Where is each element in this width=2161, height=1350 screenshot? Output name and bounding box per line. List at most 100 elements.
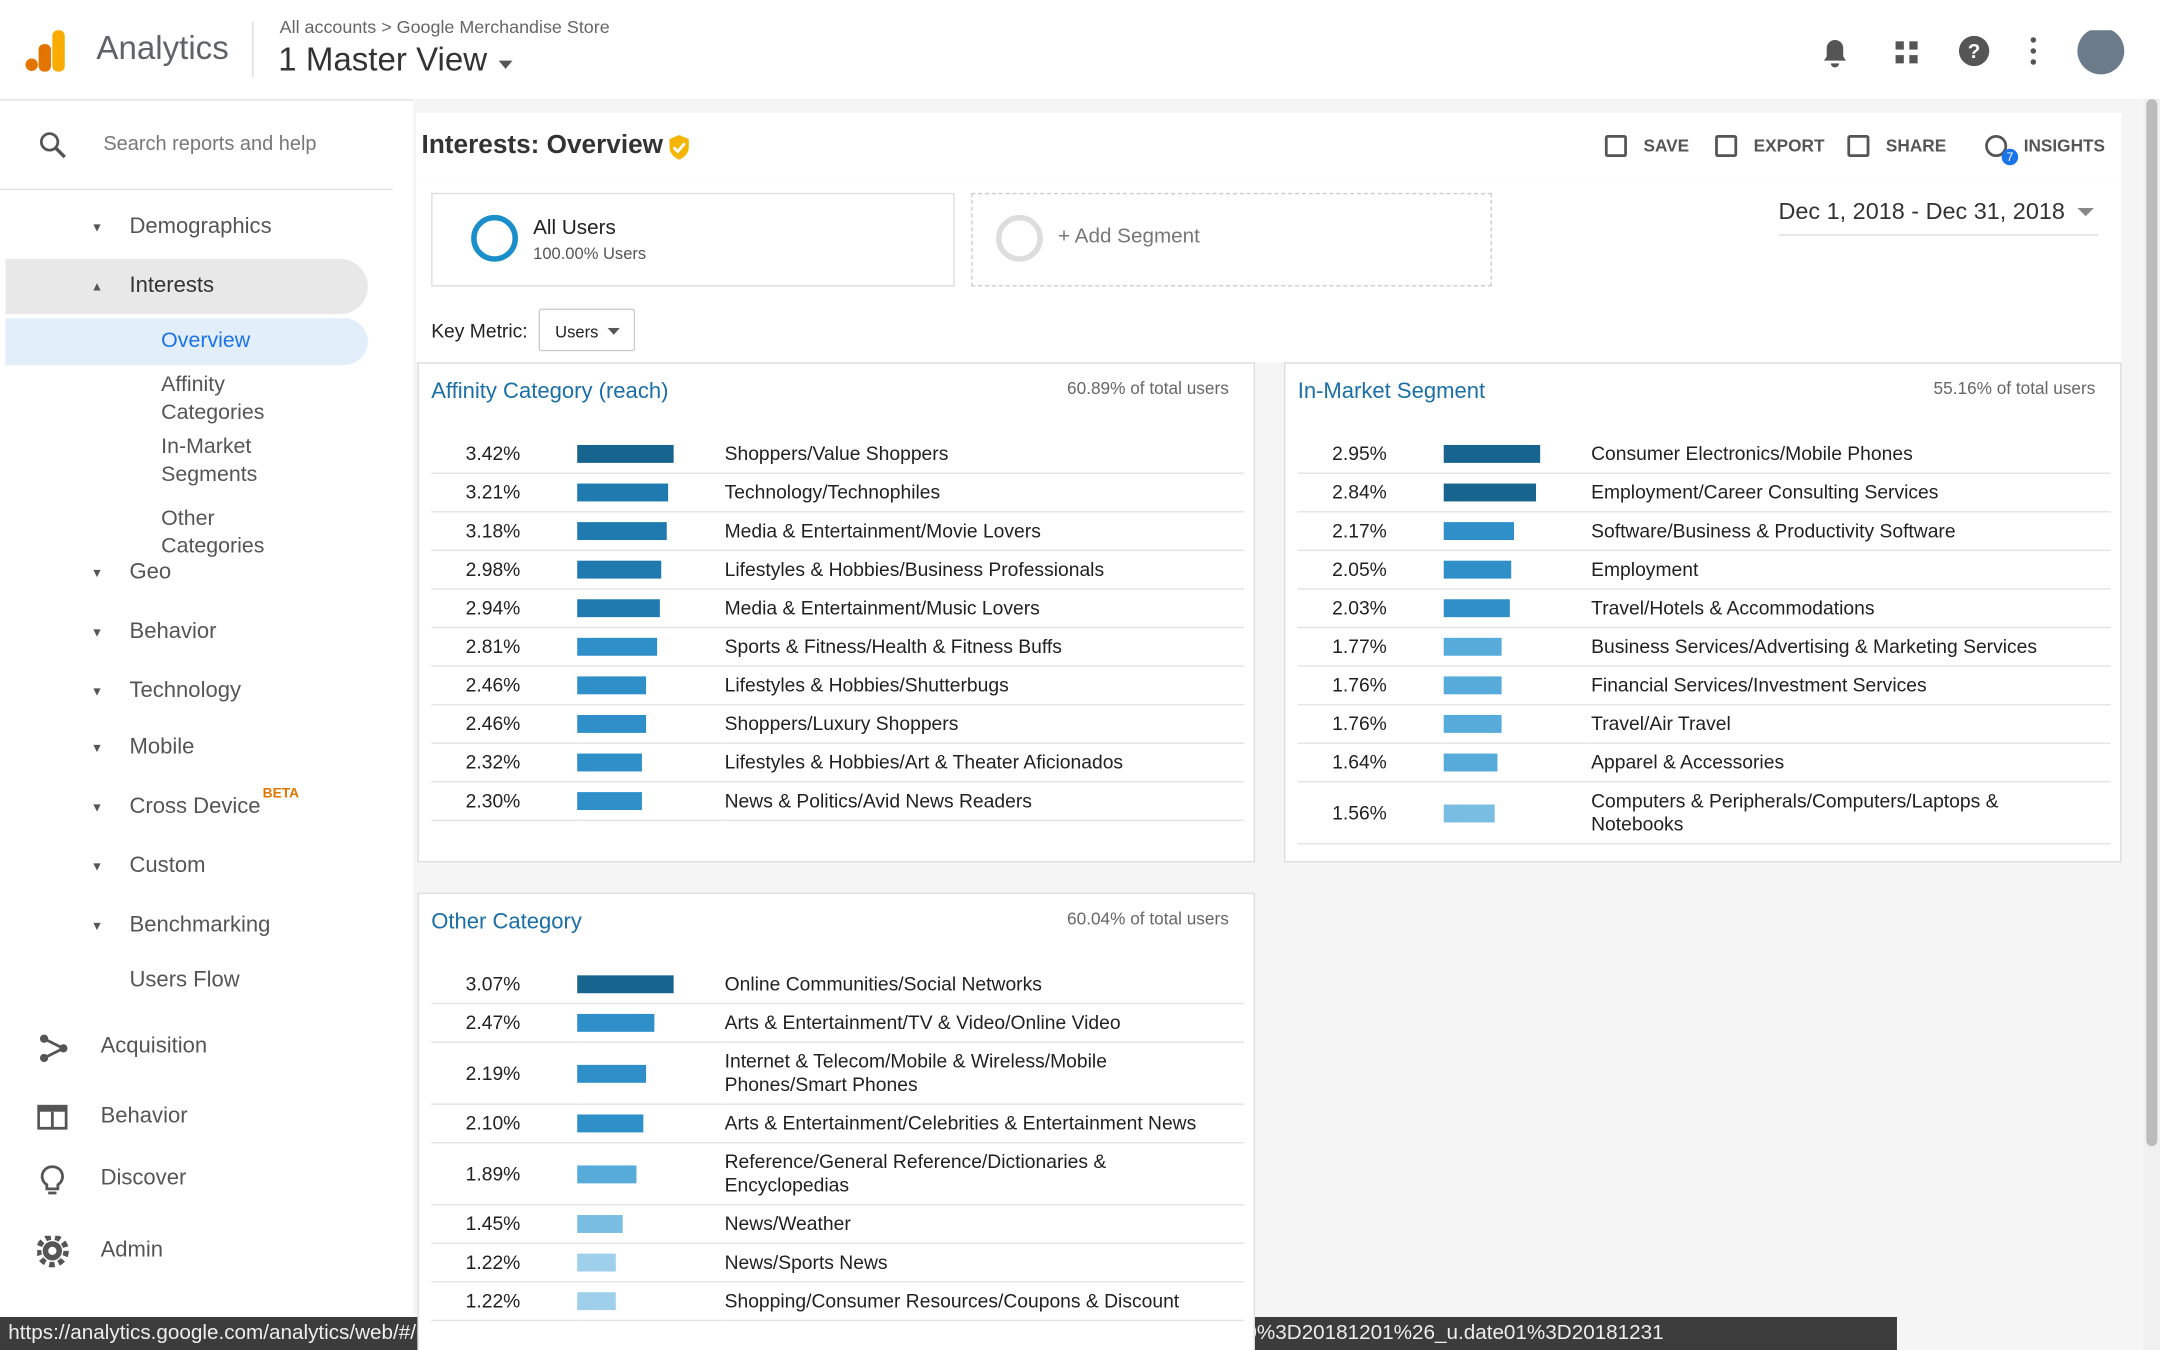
category-name[interactable]: Consumer Electronics/Mobile Phones	[1591, 435, 2111, 474]
panel: Other Category 60.04% of total users 3.07%…	[417, 892, 1255, 1350]
bar	[577, 975, 674, 994]
nav-item[interactable]: Behavior	[129, 619, 217, 644]
bar-cell	[1443, 473, 1592, 513]
apps[interactable]	[1895, 41, 1918, 64]
action-icon	[1847, 135, 1870, 158]
segment[interactable]	[431, 192, 955, 287]
breadcrumb-item[interactable]: Google Merchandise Store	[396, 16, 610, 38]
category-name[interactable]: Software/Business & Productivity Softwar…	[1591, 511, 2111, 552]
bar	[1443, 714, 1502, 733]
action-button[interactable]: SAVE	[1643, 136, 1690, 156]
category-name[interactable]: Business Services/Advertising & Marketin…	[1591, 627, 2111, 667]
scroll-thumb[interactable]	[2146, 99, 2158, 1147]
value-label: 2.46%	[431, 666, 578, 706]
category-name[interactable]: Lifestyles & Hobbies/Business Profession…	[724, 550, 1244, 590]
category-name[interactable]: Arts & Entertainment/TV & Video/Online V…	[724, 1003, 1244, 1043]
section-item[interactable]: Admin	[100, 1238, 164, 1262]
nav-item[interactable]: Geo	[129, 560, 172, 585]
nav-item[interactable]: Affinity Categories	[161, 373, 265, 425]
nav-item[interactable]: Interests	[129, 274, 215, 298]
category-name[interactable]: Lifestyles & Hobbies/Shutterbugs	[724, 666, 1244, 706]
icon	[35, 1234, 69, 1268]
bar-cell	[577, 1104, 725, 1144]
category-name[interactable]: Computers & Peripherals/Computers/Laptop…	[1591, 781, 2111, 845]
category-name[interactable]: Sports & Fitness/Health & Fitness Buffs	[724, 627, 1244, 667]
nav-item[interactable]: Benchmarking	[129, 913, 271, 937]
nav-item[interactable]: Cross Device BETA	[129, 786, 300, 819]
category-name[interactable]: News/Sports News	[724, 1243, 1244, 1283]
row: 1.22% Shopping/Consumer Resources/Coupons…	[431, 1281, 1244, 1322]
nav-item[interactable]: Overview	[161, 329, 251, 353]
value-label: 2.05%	[1297, 550, 1444, 590]
category-name[interactable]: Online Communities/Social Networks	[724, 965, 1244, 1005]
avatar[interactable]	[2077, 30, 2125, 75]
notifications[interactable]	[1823, 39, 1846, 68]
report-title: Interests: Overview	[421, 130, 664, 160]
category-name[interactable]: Lifestyles & Hobbies/Art & Theater Afici…	[724, 743, 1244, 783]
panel-title[interactable]: Affinity Category (reach)	[431, 380, 669, 404]
action-button[interactable]: SHARE	[1885, 136, 1947, 156]
nav-item[interactable]: Technology	[129, 679, 242, 703]
search-icon	[39, 132, 66, 159]
bar	[1443, 522, 1515, 541]
category-name[interactable]: Shoppers/Luxury Shoppers	[724, 704, 1244, 744]
category-name[interactable]: Travel/Hotels & Accommodations	[1591, 588, 2111, 629]
action-button[interactable]: EXPORT	[1753, 136, 1825, 156]
bar	[577, 637, 657, 656]
value-label: 1.77%	[1297, 627, 1444, 667]
category-name[interactable]: News/Weather	[724, 1204, 1244, 1244]
help[interactable]	[1958, 35, 1990, 67]
category-name[interactable]: News & Politics/Avid News Readers	[724, 781, 1244, 822]
category-name[interactable]: Travel/Air Travel	[1591, 704, 2111, 744]
panel-table: 3.42% Shoppers/Value Shoppers 3.21% Technol…	[431, 435, 1244, 822]
nav-item[interactable]: Demographics	[129, 214, 272, 239]
category-name[interactable]: Shoppers/Value Shoppers	[724, 435, 1244, 474]
bar-cell	[577, 1204, 725, 1244]
nav-item[interactable]: Users Flow	[129, 968, 240, 992]
panel-title[interactable]: In-Market Segment	[1297, 380, 1486, 404]
row: 1.45% News/Weather	[431, 1204, 1244, 1244]
category-name[interactable]: Arts & Entertainment/Celebrities & Enter…	[724, 1104, 1244, 1144]
nav-item[interactable]: In-Market Segments	[161, 435, 258, 487]
action-button[interactable]: INSIGHTS	[2023, 136, 2106, 156]
section-item[interactable]: Discover	[100, 1166, 187, 1191]
search-box[interactable]: Search reports and help	[103, 133, 317, 156]
nav-arrow: ▼	[90, 741, 104, 755]
action-icon	[1604, 135, 1627, 158]
key-metric-select[interactable]: Users	[538, 308, 636, 352]
category-name[interactable]: Internet & Telecom/Mobile & Wireless/Mob…	[724, 1042, 1244, 1105]
category-name[interactable]: Financial Services/Investment Services	[1591, 666, 2111, 706]
row: 3.18% Media & Entertainment/Movie Lovers	[431, 511, 1244, 552]
section-item[interactable]: Acquisition	[100, 1034, 208, 1058]
value-label: 2.03%	[1297, 588, 1444, 629]
bar	[1443, 599, 1511, 618]
bar-cell	[1443, 781, 1592, 845]
section-item[interactable]: Behavior	[100, 1104, 188, 1129]
category-name[interactable]: Reference/General Reference/Dictionaries…	[724, 1142, 1244, 1206]
value-label: 2.95%	[1297, 435, 1444, 474]
panel: Affinity Category (reach) 60.89% of total…	[417, 362, 1255, 863]
category-name[interactable]: Apparel & Accessories	[1591, 743, 2111, 783]
value-label: 2.94%	[431, 588, 578, 629]
category-name[interactable]: Employment	[1591, 550, 2111, 590]
nav-item[interactable]: Mobile	[129, 735, 195, 760]
category-name[interactable]: Employment/Career Consulting Services	[1591, 473, 2111, 513]
row: 1.56% Computers & Peripherals/Computers/L…	[1297, 781, 2111, 845]
date-range[interactable]: Dec 1, 2018 - Dec 31, 2018	[1778, 198, 2099, 236]
category-name[interactable]: Media & Entertainment/Music Lovers	[724, 588, 1244, 629]
nav-item[interactable]: Other Categories	[161, 506, 265, 558]
more[interactable]	[2030, 37, 2037, 65]
panel-table: 2.95% Consumer Electronics/Mobile Phones 2…	[1297, 435, 2111, 845]
bar	[1443, 676, 1502, 695]
category-name[interactable]: Technology/Technophiles	[724, 473, 1244, 513]
category-name[interactable]: Shopping/Consumer Resources/Coupons & Di…	[724, 1281, 1244, 1322]
view-selector[interactable]: 1 Master View	[278, 41, 515, 80]
value-label: 1.89%	[431, 1142, 578, 1206]
panel-title[interactable]: Other Category	[431, 910, 582, 935]
add-segment[interactable]	[971, 192, 1492, 287]
bar	[577, 714, 647, 733]
nav-item[interactable]: Custom	[129, 854, 206, 878]
breadcrumb-item[interactable]: All accounts	[279, 16, 377, 38]
action-icon	[1985, 135, 2008, 158]
category-name[interactable]: Media & Entertainment/Movie Lovers	[724, 511, 1244, 552]
